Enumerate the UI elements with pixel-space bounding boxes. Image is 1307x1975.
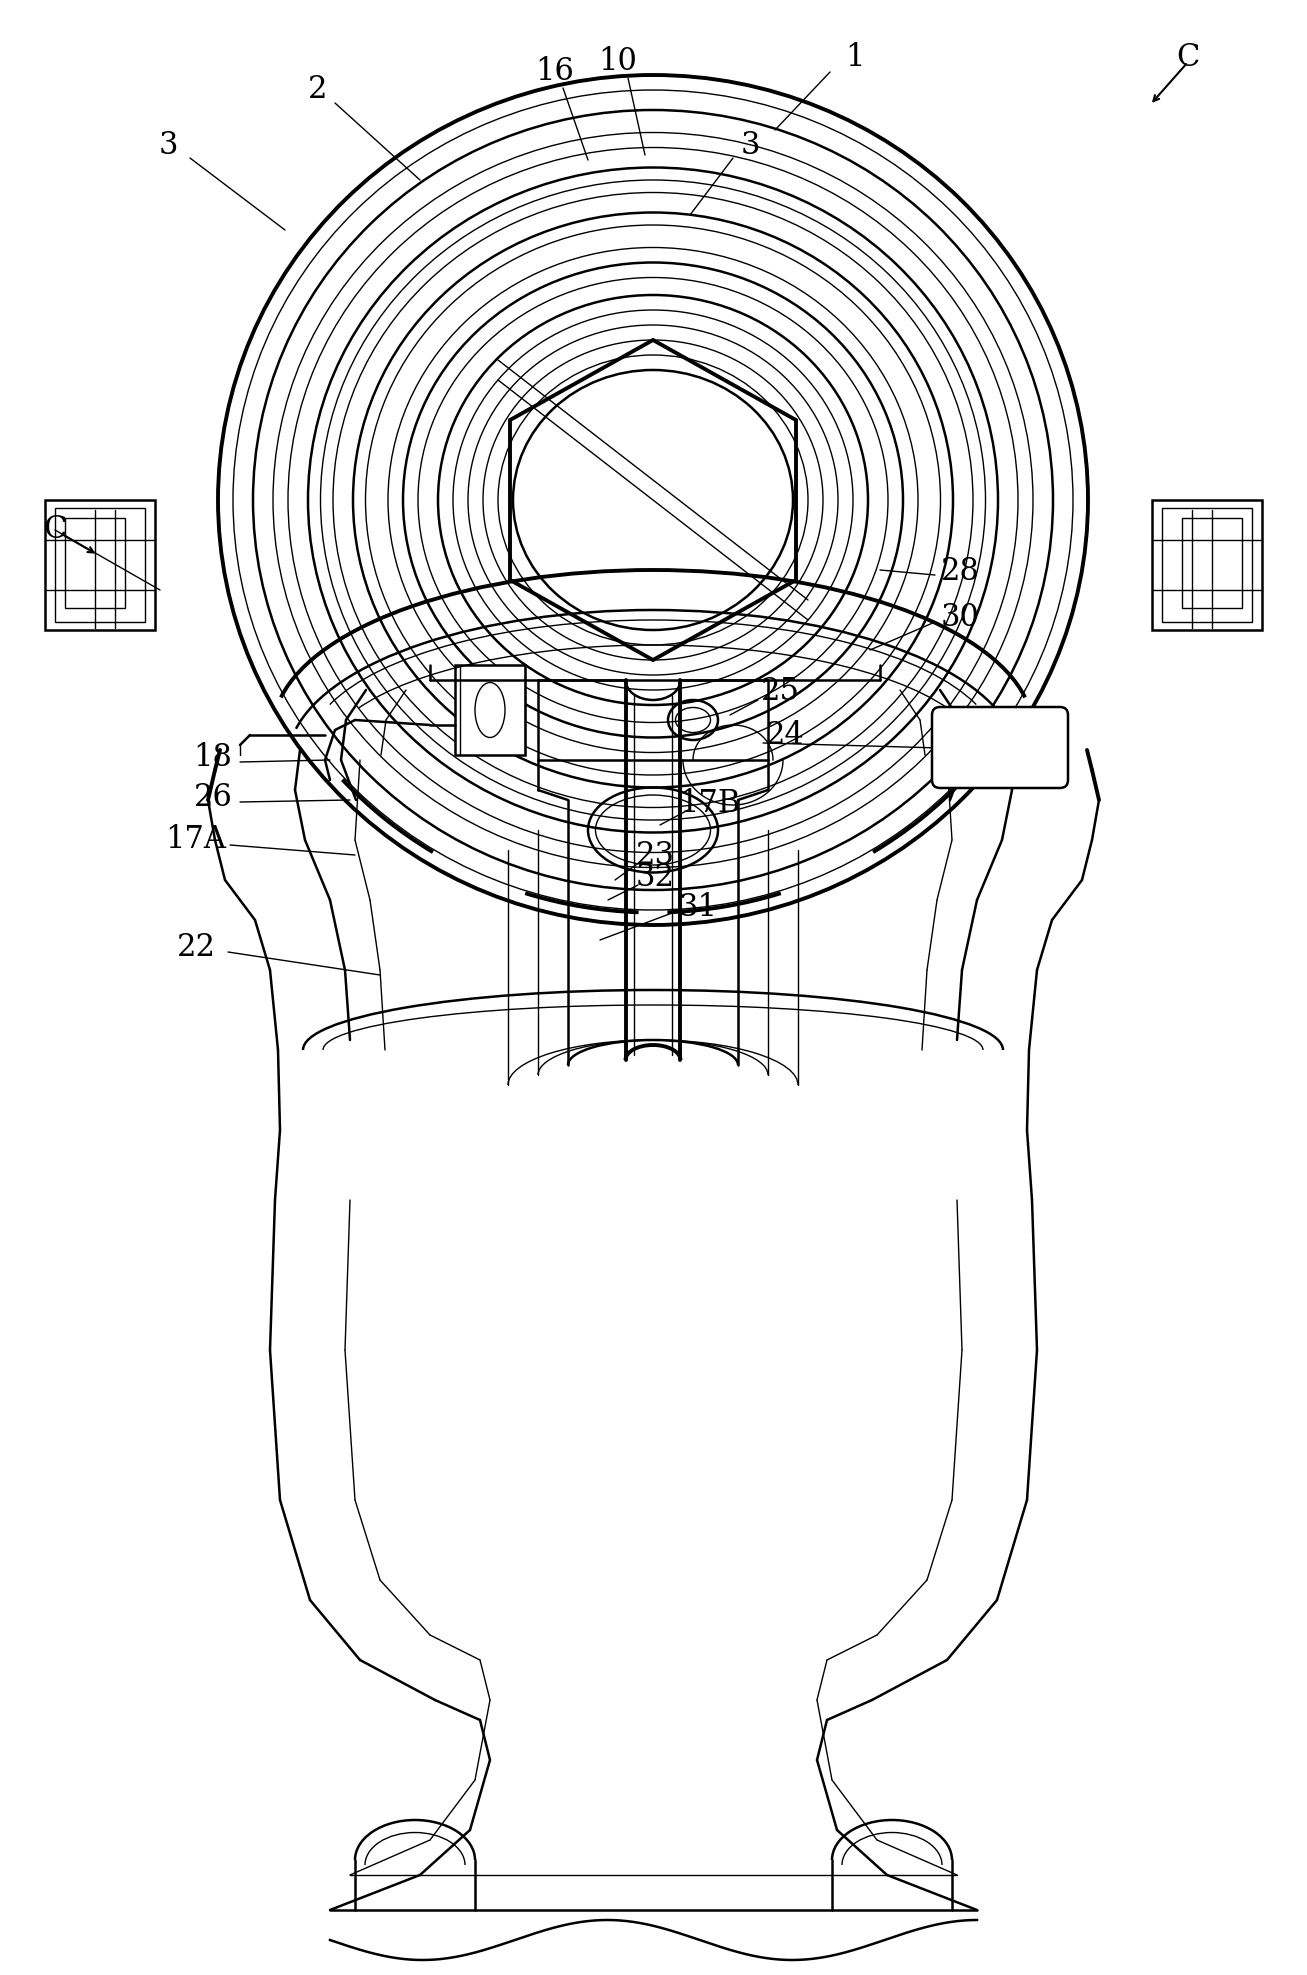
Text: 26: 26: [193, 782, 233, 814]
Text: 10: 10: [599, 47, 638, 77]
Text: 17B: 17B: [680, 788, 741, 818]
Text: 3: 3: [740, 130, 759, 160]
Text: 25: 25: [761, 677, 800, 707]
Bar: [1162, 508, 1252, 622]
Text: 2: 2: [308, 75, 328, 105]
FancyBboxPatch shape: [932, 707, 1068, 788]
Text: 16: 16: [536, 57, 575, 87]
Text: 3: 3: [158, 130, 178, 160]
Text: 28: 28: [941, 557, 979, 587]
Text: C: C: [1176, 43, 1200, 73]
Bar: [1182, 517, 1242, 608]
Bar: [1151, 500, 1263, 630]
Text: 17A: 17A: [166, 824, 226, 855]
Text: 30: 30: [941, 602, 979, 634]
Text: 22: 22: [176, 932, 216, 964]
Text: C: C: [43, 515, 67, 545]
Text: 18: 18: [193, 743, 233, 774]
Text: 1: 1: [846, 43, 865, 73]
Text: 24: 24: [766, 719, 804, 750]
Text: 23: 23: [635, 839, 674, 871]
Text: 32: 32: [635, 863, 674, 893]
Bar: [455, 666, 525, 754]
Bar: [44, 500, 156, 630]
Bar: [65, 517, 125, 608]
Text: 31: 31: [678, 893, 718, 924]
Bar: [55, 508, 145, 622]
